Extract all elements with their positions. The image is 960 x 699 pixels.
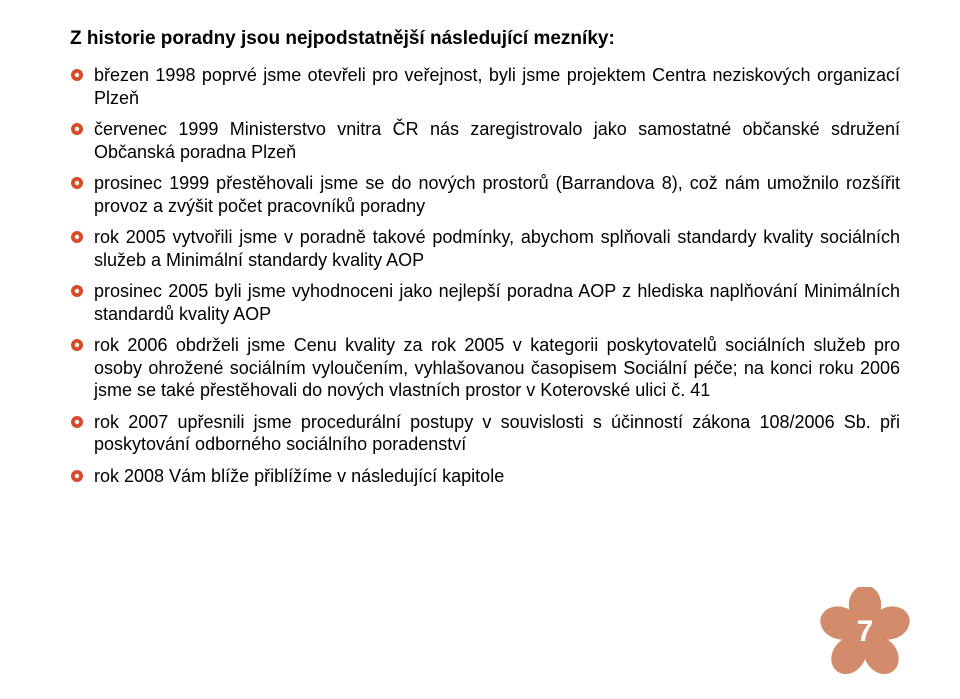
- list-item-text: prosinec 1999 přestěhovali jsme se do no…: [94, 173, 900, 216]
- section-heading: Z historie poradny jsou nejpodstatnější …: [70, 28, 900, 50]
- bullet-icon: [70, 284, 84, 298]
- page-number: 7: [820, 587, 910, 677]
- list-item: prosinec 1999 přestěhovali jsme se do no…: [70, 172, 900, 217]
- list-item-text: prosinec 2005 byli jsme vyhodnoceni jako…: [94, 281, 900, 324]
- list-item-text: červenec 1999 Ministerstvo vnitra ČR nás…: [94, 119, 900, 162]
- list-item: rok 2005 vytvořili jsme v poradně takové…: [70, 226, 900, 271]
- bullet-icon: [70, 469, 84, 483]
- list-item: rok 2008 Vám blíže přiblížíme v následuj…: [70, 465, 900, 488]
- bullet-icon: [70, 122, 84, 136]
- list-item: březen 1998 poprvé jsme otevřeli pro veř…: [70, 64, 900, 109]
- list-item: červenec 1999 Ministerstvo vnitra ČR nás…: [70, 118, 900, 163]
- list-item: rok 2006 obdrželi jsme Cenu kvality za r…: [70, 334, 900, 402]
- bullet-icon: [70, 176, 84, 190]
- milestone-list: březen 1998 poprvé jsme otevřeli pro veř…: [70, 64, 900, 487]
- bullet-icon: [70, 415, 84, 429]
- list-item-text: rok 2005 vytvořili jsme v poradně takové…: [94, 227, 900, 270]
- list-item: prosinec 2005 byli jsme vyhodnoceni jako…: [70, 280, 900, 325]
- list-item-text: rok 2008 Vám blíže přiblížíme v následuj…: [94, 466, 504, 486]
- bullet-icon: [70, 338, 84, 352]
- bullet-icon: [70, 230, 84, 244]
- list-item-text: březen 1998 poprvé jsme otevřeli pro veř…: [94, 65, 900, 108]
- list-item: rok 2007 upřesnili jsme procedurální pos…: [70, 411, 900, 456]
- list-item-text: rok 2007 upřesnili jsme procedurální pos…: [94, 412, 900, 455]
- list-item-text: rok 2006 obdrželi jsme Cenu kvality za r…: [94, 335, 900, 400]
- bullet-icon: [70, 68, 84, 82]
